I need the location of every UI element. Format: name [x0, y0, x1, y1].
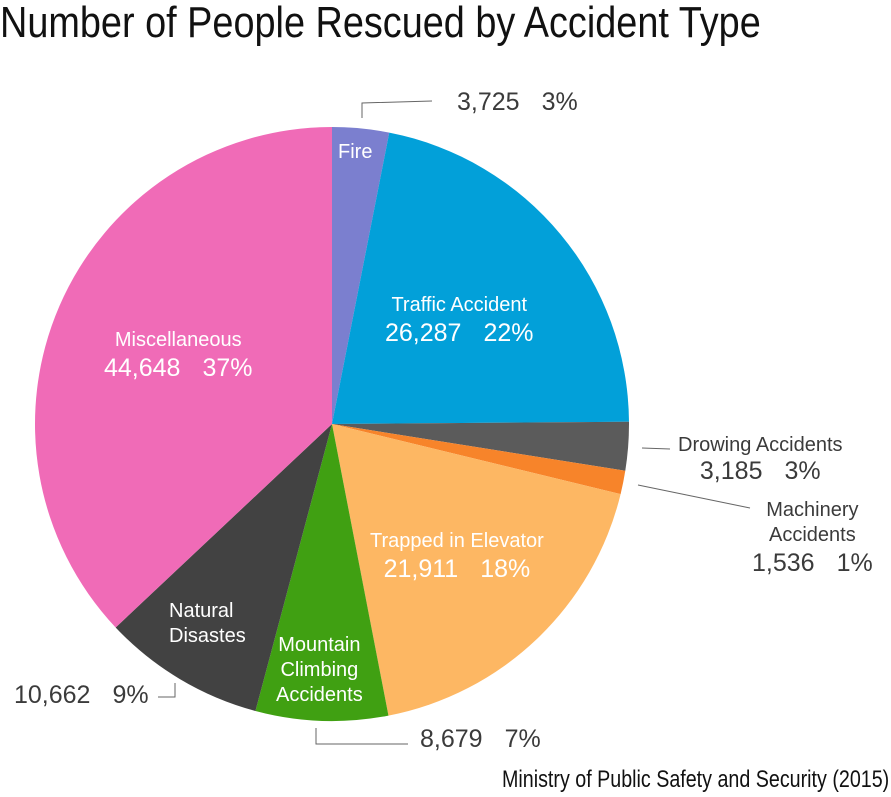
- label-natural-line2: Disastes: [169, 625, 246, 647]
- slice-label-fire: Fire: [338, 141, 373, 163]
- label-mountain-line3: Accidents: [276, 684, 363, 706]
- value-natural: 10,662: [14, 681, 91, 709]
- leader-line-drowning: [641, 447, 671, 450]
- slice-label-elevator: Trapped in Elevator 21,911 18%: [370, 529, 544, 585]
- pie-slice-traffic-accident: [332, 132, 629, 424]
- value-elevator: 21,911: [383, 555, 459, 583]
- leader-line-natural: [158, 683, 176, 698]
- slice-label-machinery: Machinery Accidents 1,536 1%: [752, 498, 873, 579]
- pie-slice-miscellaneous: [34, 127, 333, 628]
- slice-label-traffic: Traffic Accident 26,287 22%: [385, 293, 534, 349]
- pie-slice-drowing-accidents: [332, 421, 629, 471]
- value-traffic: 26,287: [385, 319, 462, 347]
- label-mountain-line2: Climbing: [280, 659, 359, 681]
- value-mountain: 8,679: [420, 725, 483, 753]
- data-label-fire: 3,725 3%: [457, 87, 578, 118]
- percent-miscellaneous: 37%: [202, 354, 253, 382]
- percent-natural: 9%: [112, 681, 149, 709]
- leader-line-fire: [361, 100, 433, 118]
- pie-slice-trapped-in-elevator: [332, 424, 621, 716]
- label-mountain-line1: Mountain: [278, 634, 361, 656]
- pie-slice-machinery-accidents: [332, 424, 626, 495]
- percent-mountain: 7%: [504, 725, 541, 753]
- value-miscellaneous: 44,648: [104, 354, 181, 382]
- leader-line-machinery: [637, 484, 751, 509]
- slice-label-drowning: Drowing Accidents 3,185 3%: [678, 433, 843, 487]
- percent-traffic: 22%: [483, 319, 534, 347]
- label-traffic: Traffic Accident: [391, 294, 528, 316]
- percent-fire: 3%: [541, 88, 578, 116]
- value-drowning: 3,185: [699, 457, 763, 485]
- chart-title: Number of People Rescued by Accident Typ…: [0, 0, 761, 47]
- pie-slice-mountain-climbing-accidents: [255, 424, 389, 721]
- label-natural-line1: Natural: [169, 600, 234, 622]
- label-machinery-line2: Accidents: [768, 524, 856, 546]
- slice-label-miscellaneous: Miscellaneous 44,648 37%: [104, 328, 253, 384]
- pie-slice-fire: [332, 127, 390, 424]
- pie-slice-natural-disastes: [115, 424, 333, 711]
- value-fire: 3,725: [457, 88, 520, 116]
- percent-machinery: 1%: [836, 549, 873, 577]
- percent-drowning: 3%: [784, 457, 821, 485]
- label-drowning: Drowing Accidents: [678, 434, 843, 456]
- slice-label-mountain: Mountain Climbing Accidents: [276, 633, 363, 708]
- label-miscellaneous: Miscellaneous: [114, 329, 242, 351]
- slice-label-natural: Natural Disastes: [169, 599, 246, 649]
- percent-elevator: 18%: [480, 555, 531, 583]
- data-label-natural: 10,662 9%: [14, 680, 149, 711]
- label-machinery-line1: Machinery: [766, 499, 859, 521]
- value-machinery: 1,536: [752, 549, 815, 577]
- label-elevator: Trapped in Elevator: [370, 530, 544, 552]
- leader-line-mountain: [315, 728, 408, 745]
- data-label-mountain: 8,679 7%: [420, 724, 541, 755]
- source-note: Ministry of Public Safety and Security (…: [501, 766, 889, 793]
